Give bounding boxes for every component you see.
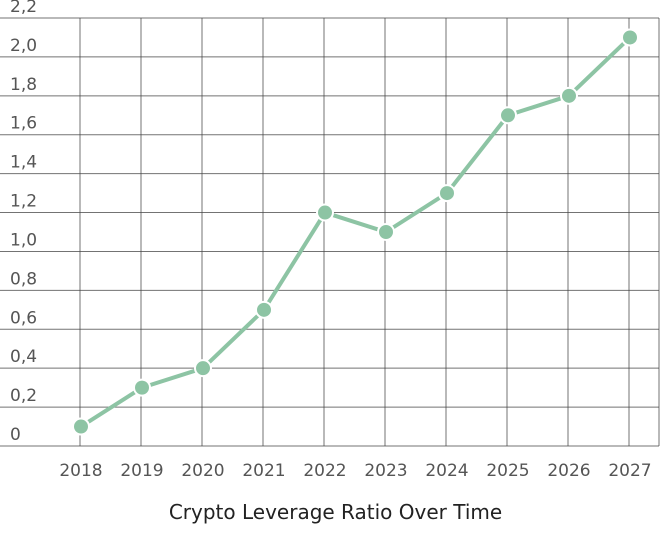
x-tick-label: 2022 xyxy=(303,461,346,481)
grid xyxy=(0,17,660,447)
y-tick-label: 0,8 xyxy=(10,269,37,289)
y-tick-label: 0,4 xyxy=(10,347,37,367)
y-tick-label: 1,8 xyxy=(10,75,37,95)
chart-title: Crypto Leverage Ratio Over Time xyxy=(168,500,503,524)
y-tick-label: 1,4 xyxy=(10,153,37,173)
series-line xyxy=(79,35,632,429)
x-tick-label: 2024 xyxy=(425,461,468,481)
x-tick-label: 2025 xyxy=(486,461,529,481)
y-tick-label: 0 xyxy=(10,425,21,445)
x-tick-label: 2020 xyxy=(181,461,224,481)
x-axis-ticks: 2018 2019 2020 2021 2022 2023 2024 2025 2026 2027 xyxy=(59,461,651,481)
data-point-2022 xyxy=(316,203,334,222)
data-point-2026 xyxy=(560,86,578,105)
y-tick-label: 2,2 xyxy=(10,0,37,17)
data-point-2023 xyxy=(377,223,395,241)
x-tick-label: 2026 xyxy=(547,461,590,481)
x-tick-label: 2021 xyxy=(242,461,285,481)
data-point-2018 xyxy=(72,417,90,436)
series-leverage-ratio xyxy=(72,28,639,436)
y-tick-label: 1,6 xyxy=(10,114,37,134)
y-tick-label: 1,2 xyxy=(10,192,37,212)
x-tick-label: 2023 xyxy=(364,461,407,481)
data-point-2024 xyxy=(438,184,456,203)
y-tick-label: 0,2 xyxy=(10,386,37,406)
y-tick-label: 2,0 xyxy=(10,36,37,56)
data-point-2020 xyxy=(194,359,212,378)
data-point-2019 xyxy=(133,378,151,397)
x-tick-label: 2019 xyxy=(120,461,163,481)
x-tick-label: 2027 xyxy=(608,461,651,481)
data-point-2027 xyxy=(621,28,639,47)
y-tick-label: 0,6 xyxy=(10,308,37,328)
data-point-2025 xyxy=(499,106,517,125)
y-tick-label: 1,0 xyxy=(10,230,37,250)
x-tick-label: 2018 xyxy=(59,461,102,481)
data-point-2021 xyxy=(255,300,273,319)
y-axis-ticks: 0 0,2 0,4 0,6 0,8 1,0 1,2 1,4 1,6 1,8 2,0 2,2 xyxy=(10,0,37,445)
